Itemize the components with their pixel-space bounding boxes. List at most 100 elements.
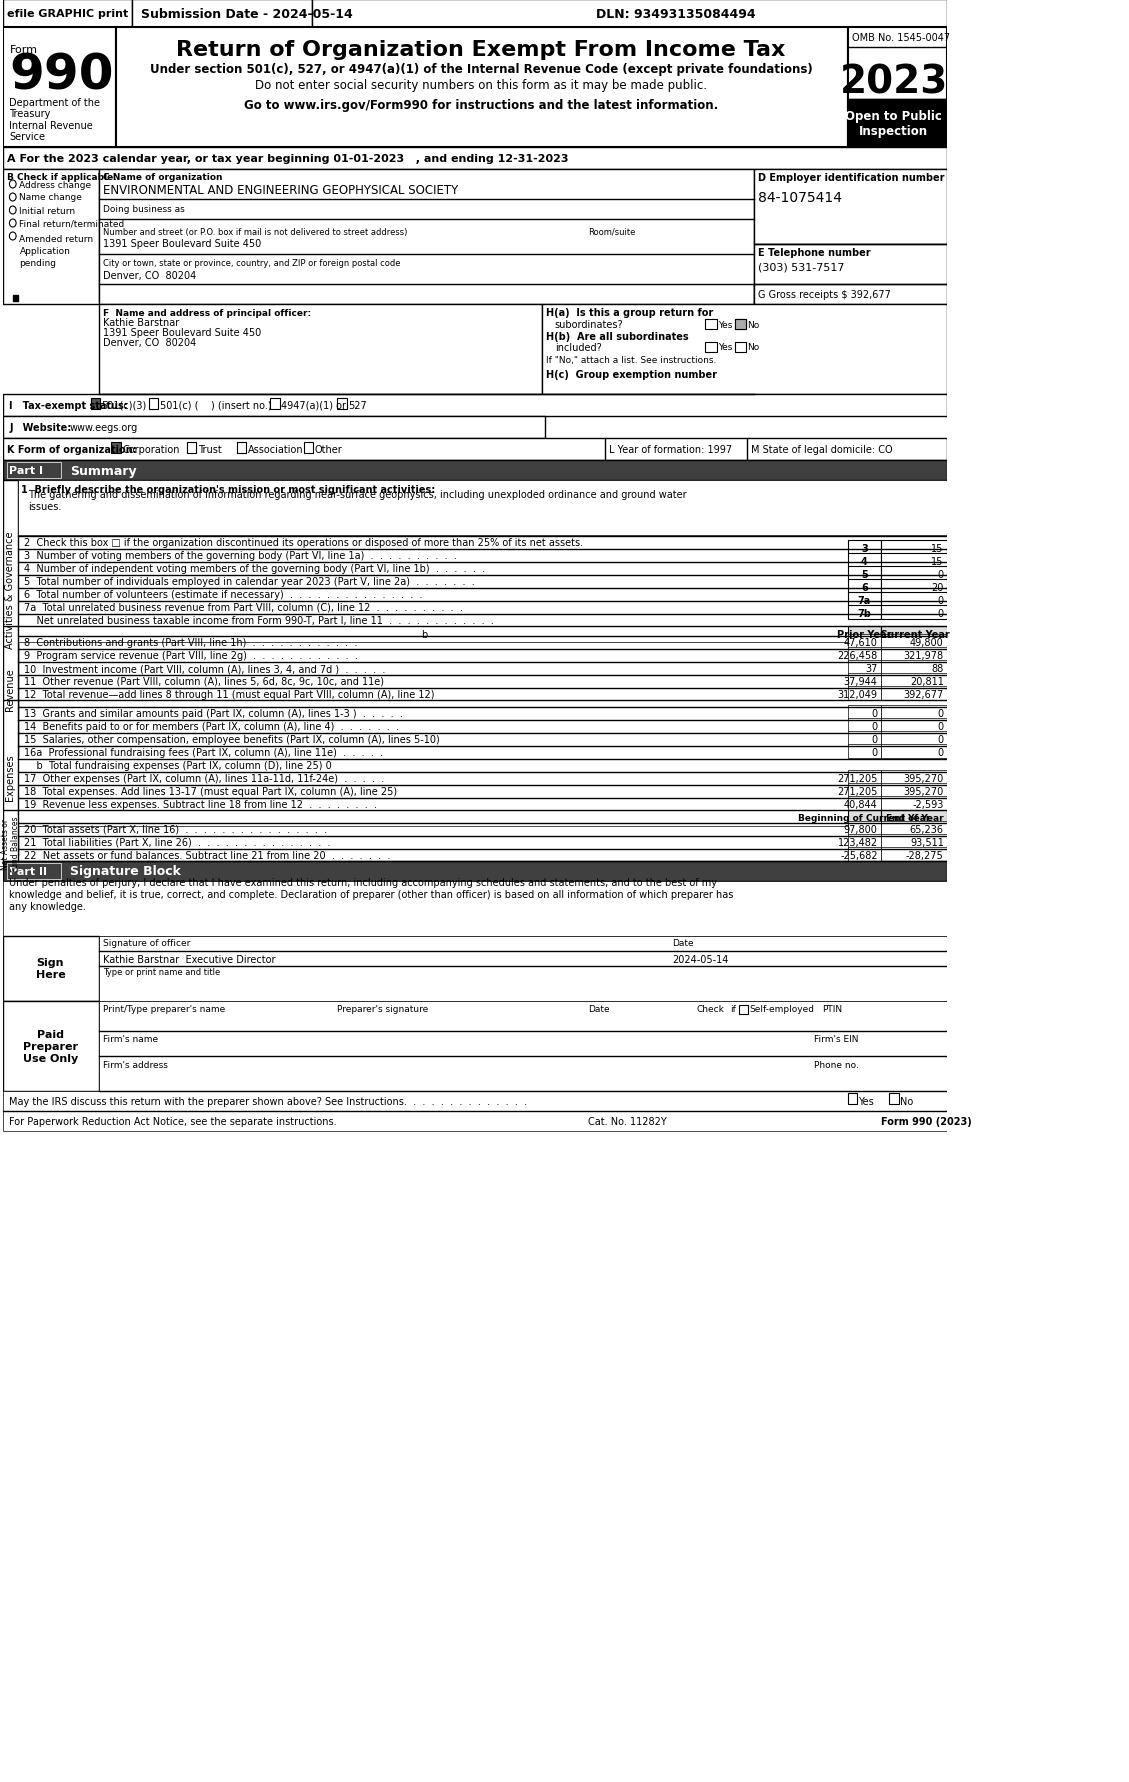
Text: 0: 0 <box>937 595 944 606</box>
Text: Association: Association <box>247 446 304 454</box>
Text: H(c)  Group exemption number: H(c) Group exemption number <box>546 371 717 380</box>
Text: 17  Other expenses (Part IX, column (A), lines 11a-11d, 11f-24e)  .  .  .  .  .: 17 Other expenses (Part IX, column (A), … <box>24 773 384 784</box>
Text: Go to www.irs.gov/Form990 for instructions and the latest information.: Go to www.irs.gov/Form990 for instructio… <box>244 98 718 112</box>
Text: 18  Total expenses. Add lines 13-17 (must equal Part IX, column (A), line 25): 18 Total expenses. Add lines 13-17 (must… <box>24 786 396 797</box>
Text: 501(c)(3): 501(c)(3) <box>102 401 147 412</box>
Bar <box>2 462 947 481</box>
Bar <box>848 811 881 827</box>
Bar <box>881 811 947 827</box>
Text: Do not enter social security numbers on this form as it may be made public.: Do not enter social security numbers on … <box>255 80 707 93</box>
Bar <box>2 882 947 937</box>
Bar <box>848 567 881 581</box>
Bar <box>848 579 881 593</box>
Bar <box>2 1112 947 1132</box>
Text: I   Tax-exempt status:: I Tax-exempt status: <box>9 401 129 412</box>
Text: 7a: 7a <box>858 595 870 606</box>
Bar <box>99 1032 947 1057</box>
Text: 2023: 2023 <box>839 64 947 102</box>
Bar <box>890 1094 899 1105</box>
Text: Name change: Name change <box>19 194 82 203</box>
Text: 271,205: 271,205 <box>838 773 877 784</box>
Text: F  Name and address of principal officer:: F Name and address of principal officer: <box>103 308 312 317</box>
Text: 14  Benefits paid to or for members (Part IX, column (A), line 4)  .  .  .  .  .: 14 Benefits paid to or for members (Part… <box>24 722 399 732</box>
Bar <box>881 567 947 581</box>
Text: 0: 0 <box>937 609 944 618</box>
Text: 15: 15 <box>931 556 944 567</box>
Text: 37,944: 37,944 <box>843 677 877 686</box>
Bar <box>848 674 881 688</box>
Bar <box>132 0 313 29</box>
Text: (303) 531-7517: (303) 531-7517 <box>758 262 844 273</box>
Bar <box>18 627 848 643</box>
Bar <box>881 784 947 798</box>
Text: Expenses: Expenses <box>6 754 16 800</box>
Text: 11  Other revenue (Part VIII, column (A), lines 5, 6d, 8c, 9c, 10c, and 11e): 11 Other revenue (Part VIII, column (A),… <box>24 677 384 686</box>
Text: 40,844: 40,844 <box>843 800 877 809</box>
Bar <box>881 540 947 554</box>
Text: City or town, state or province, country, and ZIP or foreign postal code: City or town, state or province, country… <box>103 260 401 269</box>
Text: Preparer's signature: Preparer's signature <box>338 1005 429 1014</box>
Bar <box>881 579 947 593</box>
Text: www.eegs.org: www.eegs.org <box>70 422 138 433</box>
Bar <box>149 399 158 410</box>
Bar <box>237 442 246 454</box>
Bar <box>881 797 947 811</box>
Bar <box>848 1094 857 1105</box>
Text: -28,275: -28,275 <box>905 850 944 861</box>
Text: Cat. No. 11282Y: Cat. No. 11282Y <box>588 1116 667 1126</box>
Text: 15  Salaries, other compensation, employee benefits (Part IX, column (A), lines : 15 Salaries, other compensation, employe… <box>24 734 439 745</box>
Text: 2024-05-14: 2024-05-14 <box>672 955 728 964</box>
Text: b: b <box>421 629 427 640</box>
Text: 6: 6 <box>861 583 868 593</box>
Bar <box>12 296 18 301</box>
Bar <box>90 399 99 410</box>
Bar <box>848 647 881 661</box>
Text: 84-1075414: 84-1075414 <box>758 191 842 205</box>
Bar <box>848 834 881 848</box>
Text: Date: Date <box>672 939 693 948</box>
Text: Self-employed: Self-employed <box>750 1005 815 1014</box>
Text: Yes: Yes <box>858 1096 874 1107</box>
Text: Summary: Summary <box>70 465 137 478</box>
Text: 6  Total number of volunteers (estimate if necessary)  .  .  .  .  .  .  .  .  .: 6 Total number of volunteers (estimate i… <box>24 590 422 601</box>
Bar <box>881 634 947 649</box>
Text: 321,978: 321,978 <box>903 650 944 661</box>
Bar <box>2 627 18 757</box>
Bar <box>706 342 717 353</box>
Bar <box>7 463 61 479</box>
Text: efile GRAPHIC print: efile GRAPHIC print <box>7 9 129 20</box>
Text: 20  Total assets (Part X, line 16)  .  .  .  .  .  .  .  .  .  .  .  .  .  .  . : 20 Total assets (Part X, line 16) . . . … <box>24 825 326 834</box>
Text: pending: pending <box>19 258 56 267</box>
Bar <box>338 399 347 410</box>
Text: H(a)  Is this a group return for: H(a) Is this a group return for <box>546 308 714 317</box>
Bar <box>848 718 881 732</box>
Text: Activities & Governance: Activities & Governance <box>6 531 16 649</box>
Bar <box>2 417 545 438</box>
Text: J   Website:: J Website: <box>9 422 71 433</box>
Text: 20,811: 20,811 <box>910 677 944 686</box>
Text: Signature Block: Signature Block <box>70 864 181 879</box>
Text: L Year of formation: 1997: L Year of formation: 1997 <box>610 446 733 454</box>
Text: 49,800: 49,800 <box>910 638 944 647</box>
Bar <box>881 732 947 745</box>
Bar <box>848 100 947 148</box>
Text: Final return/terminated: Final return/terminated <box>19 219 124 228</box>
Bar <box>304 442 313 454</box>
Text: 1391 Speer Boulevard Suite 450: 1391 Speer Boulevard Suite 450 <box>103 328 261 339</box>
Text: 527: 527 <box>348 401 367 412</box>
Bar <box>2 0 947 29</box>
Bar <box>848 822 881 836</box>
Text: Yes: Yes <box>718 344 733 353</box>
Bar <box>18 481 947 536</box>
Bar <box>848 29 947 148</box>
Text: 226,458: 226,458 <box>838 650 877 661</box>
Bar <box>2 937 99 1001</box>
Bar <box>881 627 947 643</box>
Text: 0: 0 <box>872 734 877 745</box>
Bar <box>848 593 881 606</box>
Bar <box>848 686 881 700</box>
Bar <box>2 0 132 29</box>
Text: Type or print name and title: Type or print name and title <box>103 968 220 977</box>
Text: Other: Other <box>315 446 342 454</box>
Bar <box>881 674 947 688</box>
